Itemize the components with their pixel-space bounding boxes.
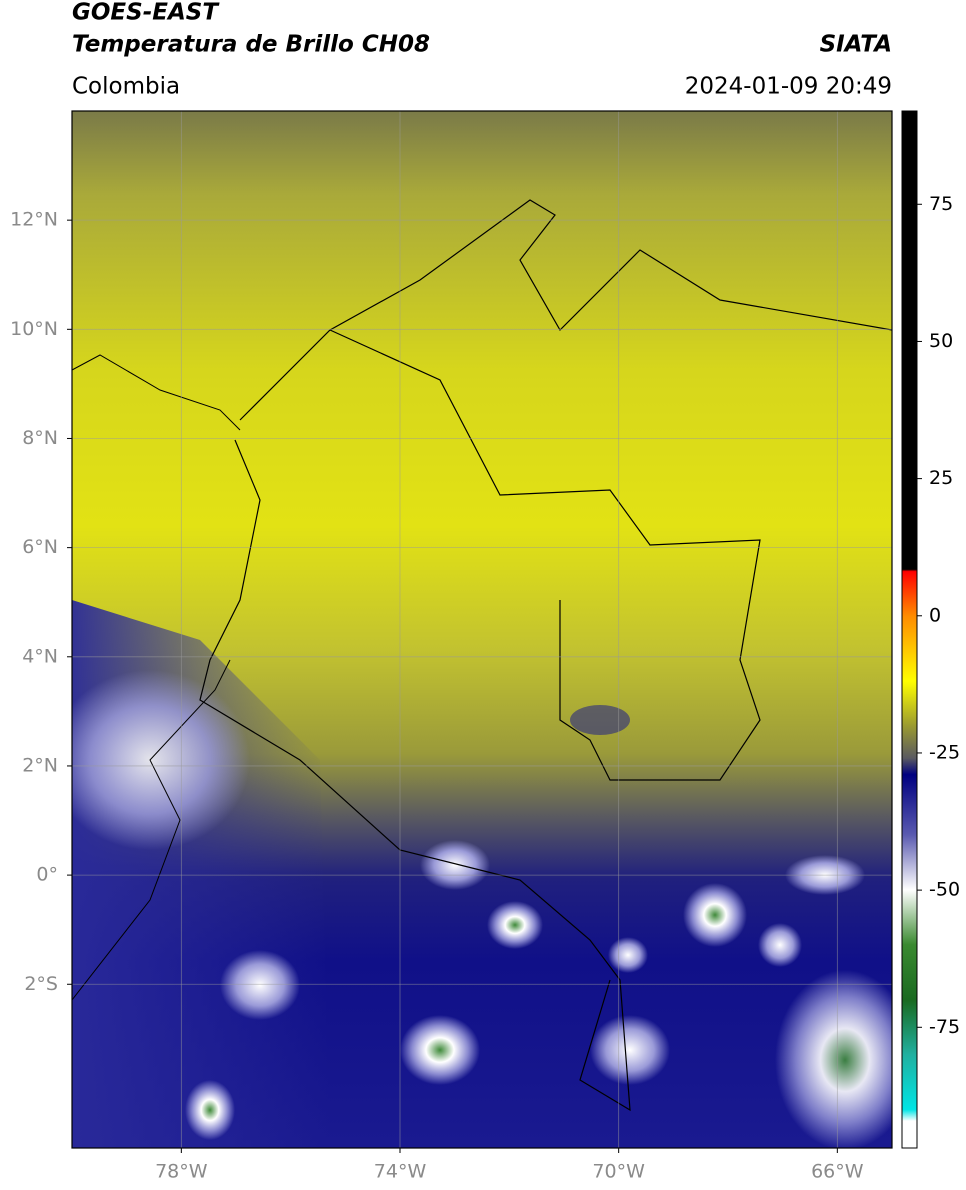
lat-tick-label: 4°N [22,645,58,667]
region: Colombia [72,74,180,100]
grid [72,111,892,1148]
lat-tick-label: 2°N [22,754,58,776]
lat-tick-label: 8°N [22,427,58,449]
lat-tick-label: 6°N [22,536,58,558]
satellite: GOES-EAST [72,0,220,26]
lat-tick-label: 10°N [10,318,58,340]
product: Temperatura de Brillo CH08 [72,32,430,58]
map-frame [71,110,893,1149]
colorbar-tick-label: 50 [929,330,953,352]
lon-tick-label: 74°W [374,1161,427,1183]
colorbar-tick-label: -25 [929,741,960,763]
lon-tick-label: 78°W [155,1161,208,1183]
datetime: 2024-01-09 20:49 [685,74,892,100]
colorbar-tick-label: 25 [929,467,953,489]
colorbar-tick-label: 0 [929,604,941,626]
colorbar [901,110,918,1149]
lon-tick-label: 70°W [592,1161,645,1183]
colorbar-tick-label: 75 [929,193,953,215]
colorbar-tick-label: -50 [929,879,960,901]
source: SIATA [820,32,892,58]
colorbar-tick-label: -75 [929,1016,960,1038]
lat-tick-label: 2°S [24,973,58,995]
lat-tick-label: 0° [36,864,58,886]
lon-tick-label: 66°W [811,1161,864,1183]
lat-tick-label: 12°N [10,209,58,231]
satellite-image [72,111,892,1148]
